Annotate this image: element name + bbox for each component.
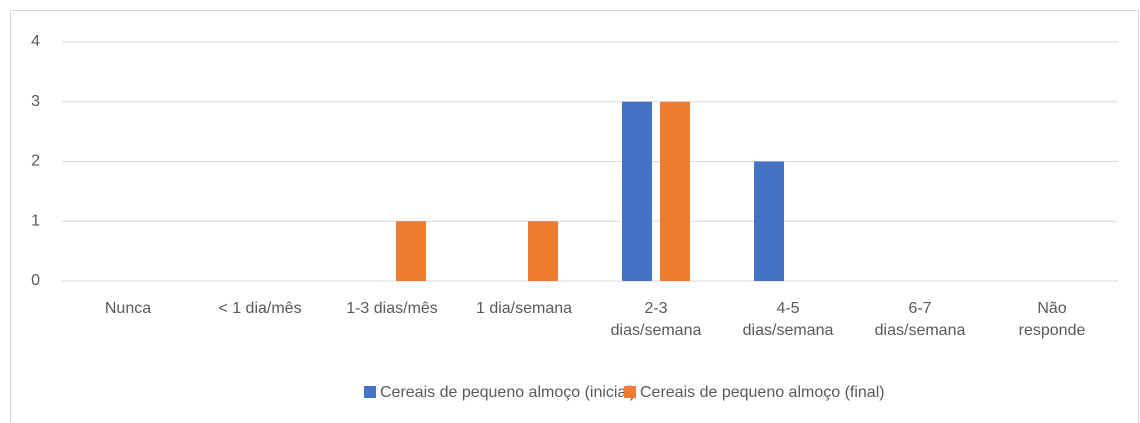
x-tick-label: Nunca (104, 300, 152, 317)
x-tick-label: 4-5 dias/semana (742, 300, 834, 339)
bar (660, 101, 690, 281)
x-tick-label: 1 dia/semana (475, 300, 573, 317)
legend-label: Cereais de pequeno almoço (final) (640, 384, 885, 401)
y-tick-label: 2 (31, 153, 40, 170)
y-tick-label: 1 (31, 212, 40, 229)
bar (528, 221, 558, 281)
x-tick-label: < 1 dia/mês (218, 300, 302, 317)
x-tick-label: 2-3 dias/semana (610, 300, 702, 339)
x-tick-label: 6-7 dias/semana (874, 300, 966, 339)
y-tick-label: 4 (31, 33, 40, 50)
legend-swatch (364, 386, 376, 398)
legend-swatch (624, 386, 636, 398)
bar (622, 101, 652, 281)
y-tick-label: 0 (31, 272, 40, 289)
bar (396, 221, 426, 281)
x-tick-label: 1-3 dias/mês (346, 300, 438, 317)
chart-border (10, 10, 1139, 423)
y-tick-label: 3 (31, 93, 40, 110)
legend-label: Cereais de pequeno almoço (inicial) (380, 384, 635, 401)
x-tick-label: Não responde (1018, 300, 1086, 339)
bar (754, 161, 784, 281)
